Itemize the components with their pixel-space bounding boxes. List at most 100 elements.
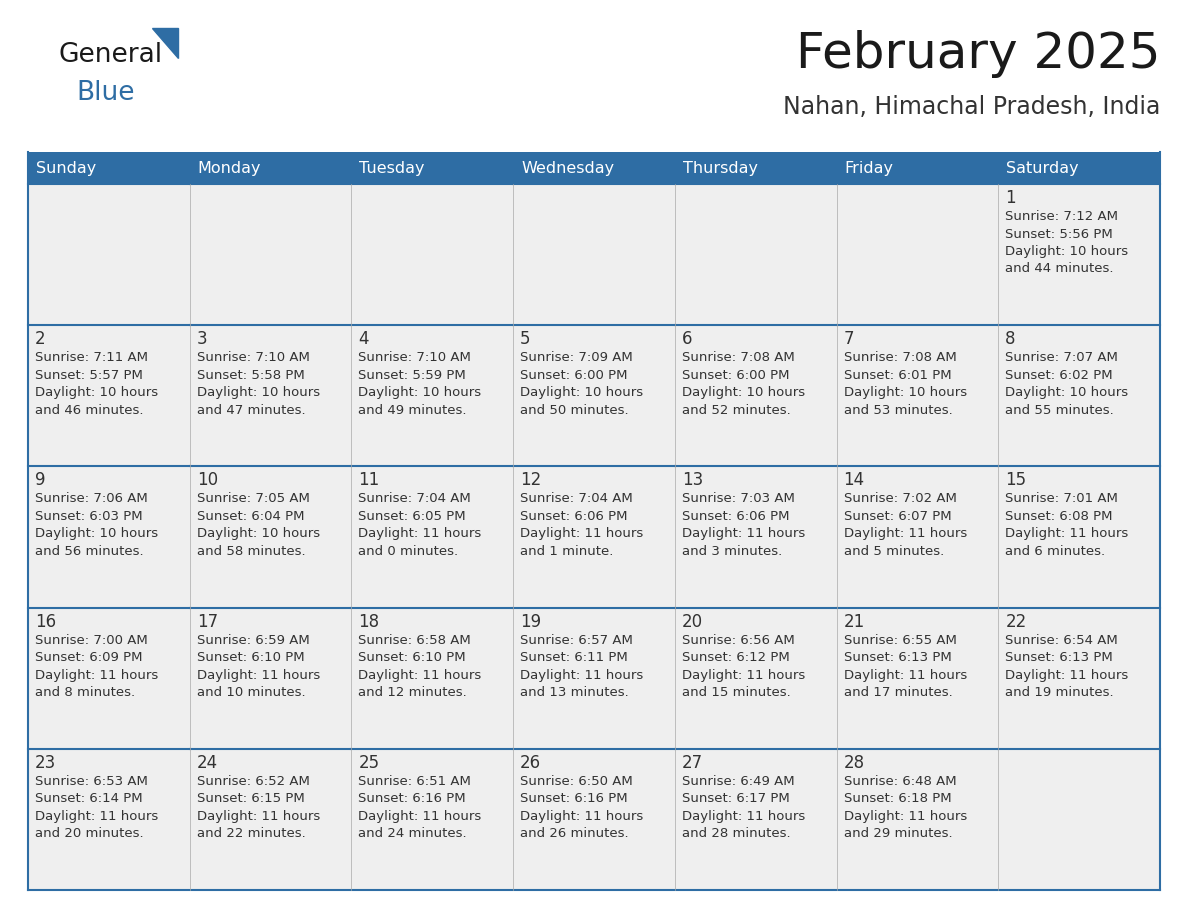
Text: Sunrise: 7:10 AM: Sunrise: 7:10 AM	[197, 352, 310, 364]
Text: Daylight: 11 hours: Daylight: 11 hours	[520, 528, 644, 541]
Text: and 8 minutes.: and 8 minutes.	[34, 686, 135, 700]
Text: 12: 12	[520, 472, 542, 489]
Text: Sunset: 6:04 PM: Sunset: 6:04 PM	[197, 509, 304, 523]
Bar	[675, 608, 836, 749]
Text: Sunrise: 7:04 AM: Sunrise: 7:04 AM	[359, 492, 472, 506]
Bar	[836, 466, 998, 608]
Text: 8: 8	[1005, 330, 1016, 348]
Text: and 19 minutes.: and 19 minutes.	[1005, 686, 1114, 700]
Bar	[352, 749, 513, 890]
Text: Sunrise: 7:10 AM: Sunrise: 7:10 AM	[359, 352, 472, 364]
Text: Daylight: 11 hours: Daylight: 11 hours	[359, 810, 481, 823]
Text: and 17 minutes.: and 17 minutes.	[843, 686, 953, 700]
Bar	[675, 325, 836, 466]
Text: 5: 5	[520, 330, 531, 348]
Text: Sunrise: 7:01 AM: Sunrise: 7:01 AM	[1005, 492, 1118, 506]
Text: 9: 9	[34, 472, 45, 489]
Text: Sunset: 6:09 PM: Sunset: 6:09 PM	[34, 651, 143, 664]
Text: 10: 10	[197, 472, 217, 489]
Text: Daylight: 11 hours: Daylight: 11 hours	[34, 810, 158, 823]
Text: Sunrise: 6:49 AM: Sunrise: 6:49 AM	[682, 775, 795, 788]
Text: Sunset: 5:59 PM: Sunset: 5:59 PM	[359, 369, 466, 382]
Text: Sunrise: 6:50 AM: Sunrise: 6:50 AM	[520, 775, 633, 788]
Bar	[190, 184, 352, 325]
Text: 23: 23	[34, 754, 56, 772]
Bar	[998, 749, 1159, 890]
Text: Sunset: 6:16 PM: Sunset: 6:16 PM	[359, 792, 466, 805]
Text: and 22 minutes.: and 22 minutes.	[197, 827, 305, 840]
Text: Sunrise: 6:52 AM: Sunrise: 6:52 AM	[197, 775, 310, 788]
Text: Daylight: 10 hours: Daylight: 10 hours	[1005, 386, 1129, 399]
Bar	[352, 184, 513, 325]
Bar	[675, 749, 836, 890]
Text: and 13 minutes.: and 13 minutes.	[520, 686, 628, 700]
Text: Sunrise: 7:05 AM: Sunrise: 7:05 AM	[197, 492, 310, 506]
Text: and 46 minutes.: and 46 minutes.	[34, 404, 144, 417]
Bar	[836, 184, 998, 325]
Text: 25: 25	[359, 754, 379, 772]
Text: and 28 minutes.: and 28 minutes.	[682, 827, 790, 840]
Text: Daylight: 11 hours: Daylight: 11 hours	[1005, 668, 1129, 681]
Text: and 20 minutes.: and 20 minutes.	[34, 827, 144, 840]
Text: Sunrise: 6:55 AM: Sunrise: 6:55 AM	[843, 633, 956, 646]
Text: Sunrise: 6:58 AM: Sunrise: 6:58 AM	[359, 633, 472, 646]
Text: Sunset: 6:05 PM: Sunset: 6:05 PM	[359, 509, 466, 523]
Text: Sunset: 6:17 PM: Sunset: 6:17 PM	[682, 792, 790, 805]
Bar	[836, 325, 998, 466]
Bar	[352, 325, 513, 466]
Text: and 50 minutes.: and 50 minutes.	[520, 404, 628, 417]
Text: Daylight: 10 hours: Daylight: 10 hours	[520, 386, 643, 399]
Text: Sunrise: 7:08 AM: Sunrise: 7:08 AM	[682, 352, 795, 364]
Text: Daylight: 11 hours: Daylight: 11 hours	[359, 668, 481, 681]
Text: Sunrise: 7:03 AM: Sunrise: 7:03 AM	[682, 492, 795, 506]
Text: Sunset: 6:14 PM: Sunset: 6:14 PM	[34, 792, 143, 805]
Text: and 6 minutes.: and 6 minutes.	[1005, 545, 1105, 558]
Bar	[29, 325, 190, 466]
Text: and 12 minutes.: and 12 minutes.	[359, 686, 467, 700]
Bar	[998, 608, 1159, 749]
Bar	[29, 184, 190, 325]
Text: 3: 3	[197, 330, 208, 348]
Text: 6: 6	[682, 330, 693, 348]
Text: Sunrise: 6:54 AM: Sunrise: 6:54 AM	[1005, 633, 1118, 646]
Text: and 0 minutes.: and 0 minutes.	[359, 545, 459, 558]
Bar	[836, 749, 998, 890]
Text: and 26 minutes.: and 26 minutes.	[520, 827, 628, 840]
Text: Sunrise: 6:48 AM: Sunrise: 6:48 AM	[843, 775, 956, 788]
Text: and 47 minutes.: and 47 minutes.	[197, 404, 305, 417]
Text: Sunrise: 7:06 AM: Sunrise: 7:06 AM	[34, 492, 147, 506]
Text: 19: 19	[520, 612, 542, 631]
Text: Daylight: 10 hours: Daylight: 10 hours	[34, 386, 158, 399]
Text: 4: 4	[359, 330, 369, 348]
Text: Daylight: 10 hours: Daylight: 10 hours	[1005, 245, 1129, 258]
Text: Sunset: 6:13 PM: Sunset: 6:13 PM	[843, 651, 952, 664]
Bar	[190, 749, 352, 890]
Bar	[513, 608, 675, 749]
Text: General: General	[58, 42, 162, 68]
Bar	[998, 184, 1159, 325]
Bar	[190, 466, 352, 608]
Text: Daylight: 11 hours: Daylight: 11 hours	[197, 668, 320, 681]
Text: Daylight: 11 hours: Daylight: 11 hours	[34, 668, 158, 681]
Text: Daylight: 11 hours: Daylight: 11 hours	[520, 668, 644, 681]
Text: Wednesday: Wednesday	[522, 161, 614, 175]
Bar	[998, 325, 1159, 466]
Text: Sunset: 6:01 PM: Sunset: 6:01 PM	[843, 369, 952, 382]
Text: Daylight: 11 hours: Daylight: 11 hours	[843, 528, 967, 541]
Text: 24: 24	[197, 754, 217, 772]
Text: 20: 20	[682, 612, 703, 631]
Text: and 1 minute.: and 1 minute.	[520, 545, 613, 558]
Text: Sunrise: 7:11 AM: Sunrise: 7:11 AM	[34, 352, 148, 364]
Text: Sunset: 6:13 PM: Sunset: 6:13 PM	[1005, 651, 1113, 664]
Text: 28: 28	[843, 754, 865, 772]
Text: Sunday: Sunday	[36, 161, 96, 175]
Text: Daylight: 10 hours: Daylight: 10 hours	[197, 386, 320, 399]
Bar	[513, 466, 675, 608]
Text: Daylight: 11 hours: Daylight: 11 hours	[843, 810, 967, 823]
Text: Daylight: 11 hours: Daylight: 11 hours	[682, 528, 805, 541]
Text: Sunrise: 6:53 AM: Sunrise: 6:53 AM	[34, 775, 147, 788]
Text: Daylight: 10 hours: Daylight: 10 hours	[34, 528, 158, 541]
Bar	[352, 608, 513, 749]
Text: Blue: Blue	[76, 80, 134, 106]
Text: 22: 22	[1005, 612, 1026, 631]
